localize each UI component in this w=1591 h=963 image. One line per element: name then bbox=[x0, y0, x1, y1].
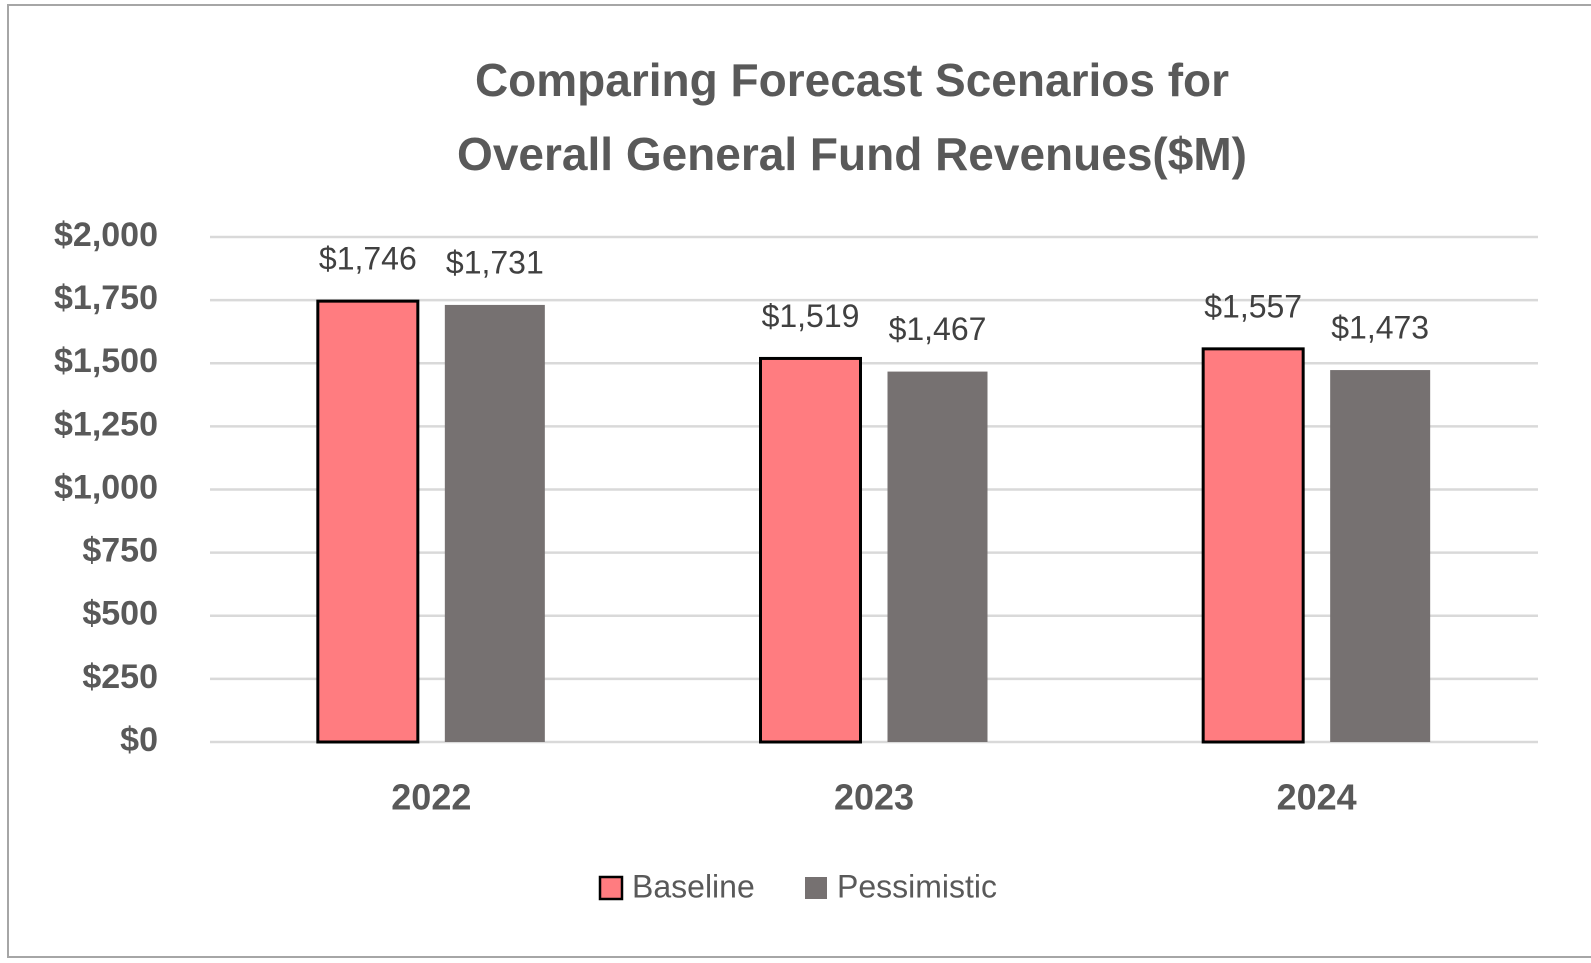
y-tick-label: $1,750 bbox=[54, 279, 158, 317]
value-label: $1,731 bbox=[446, 244, 544, 280]
value-label: $1,519 bbox=[762, 298, 860, 334]
value-label: $1,557 bbox=[1204, 288, 1302, 324]
value-label: $1,473 bbox=[1331, 310, 1429, 346]
bar bbox=[1330, 370, 1431, 742]
x-tick-label: 2024 bbox=[1277, 777, 1357, 818]
legend-label: Baseline bbox=[632, 868, 755, 904]
legend-swatch bbox=[598, 875, 624, 901]
y-tick-label: $1,250 bbox=[54, 405, 158, 443]
bar bbox=[1201, 347, 1305, 744]
value-label: $1,467 bbox=[889, 311, 987, 347]
bar bbox=[759, 356, 862, 744]
legend-label: Pessimistic bbox=[837, 868, 997, 904]
chart-title: Overall General Fund Revenues($M) bbox=[457, 128, 1247, 180]
y-tick-label: $250 bbox=[82, 658, 158, 696]
y-tick-label: $1,000 bbox=[54, 468, 158, 506]
y-tick-label: $750 bbox=[82, 532, 158, 570]
x-tick-label: 2022 bbox=[391, 777, 471, 818]
y-tick-label: $0 bbox=[120, 721, 158, 759]
bar bbox=[887, 371, 988, 742]
bar bbox=[316, 299, 420, 744]
y-tick-label: $2,000 bbox=[54, 216, 158, 254]
x-tick-label: 2023 bbox=[834, 777, 914, 818]
value-label: $1,746 bbox=[319, 241, 417, 277]
bar bbox=[444, 304, 545, 742]
y-tick-label: $1,500 bbox=[54, 342, 158, 380]
y-tick-label: $500 bbox=[82, 595, 158, 633]
legend-swatch bbox=[805, 877, 827, 899]
chart-title: Comparing Forecast Scenarios for bbox=[475, 54, 1229, 106]
